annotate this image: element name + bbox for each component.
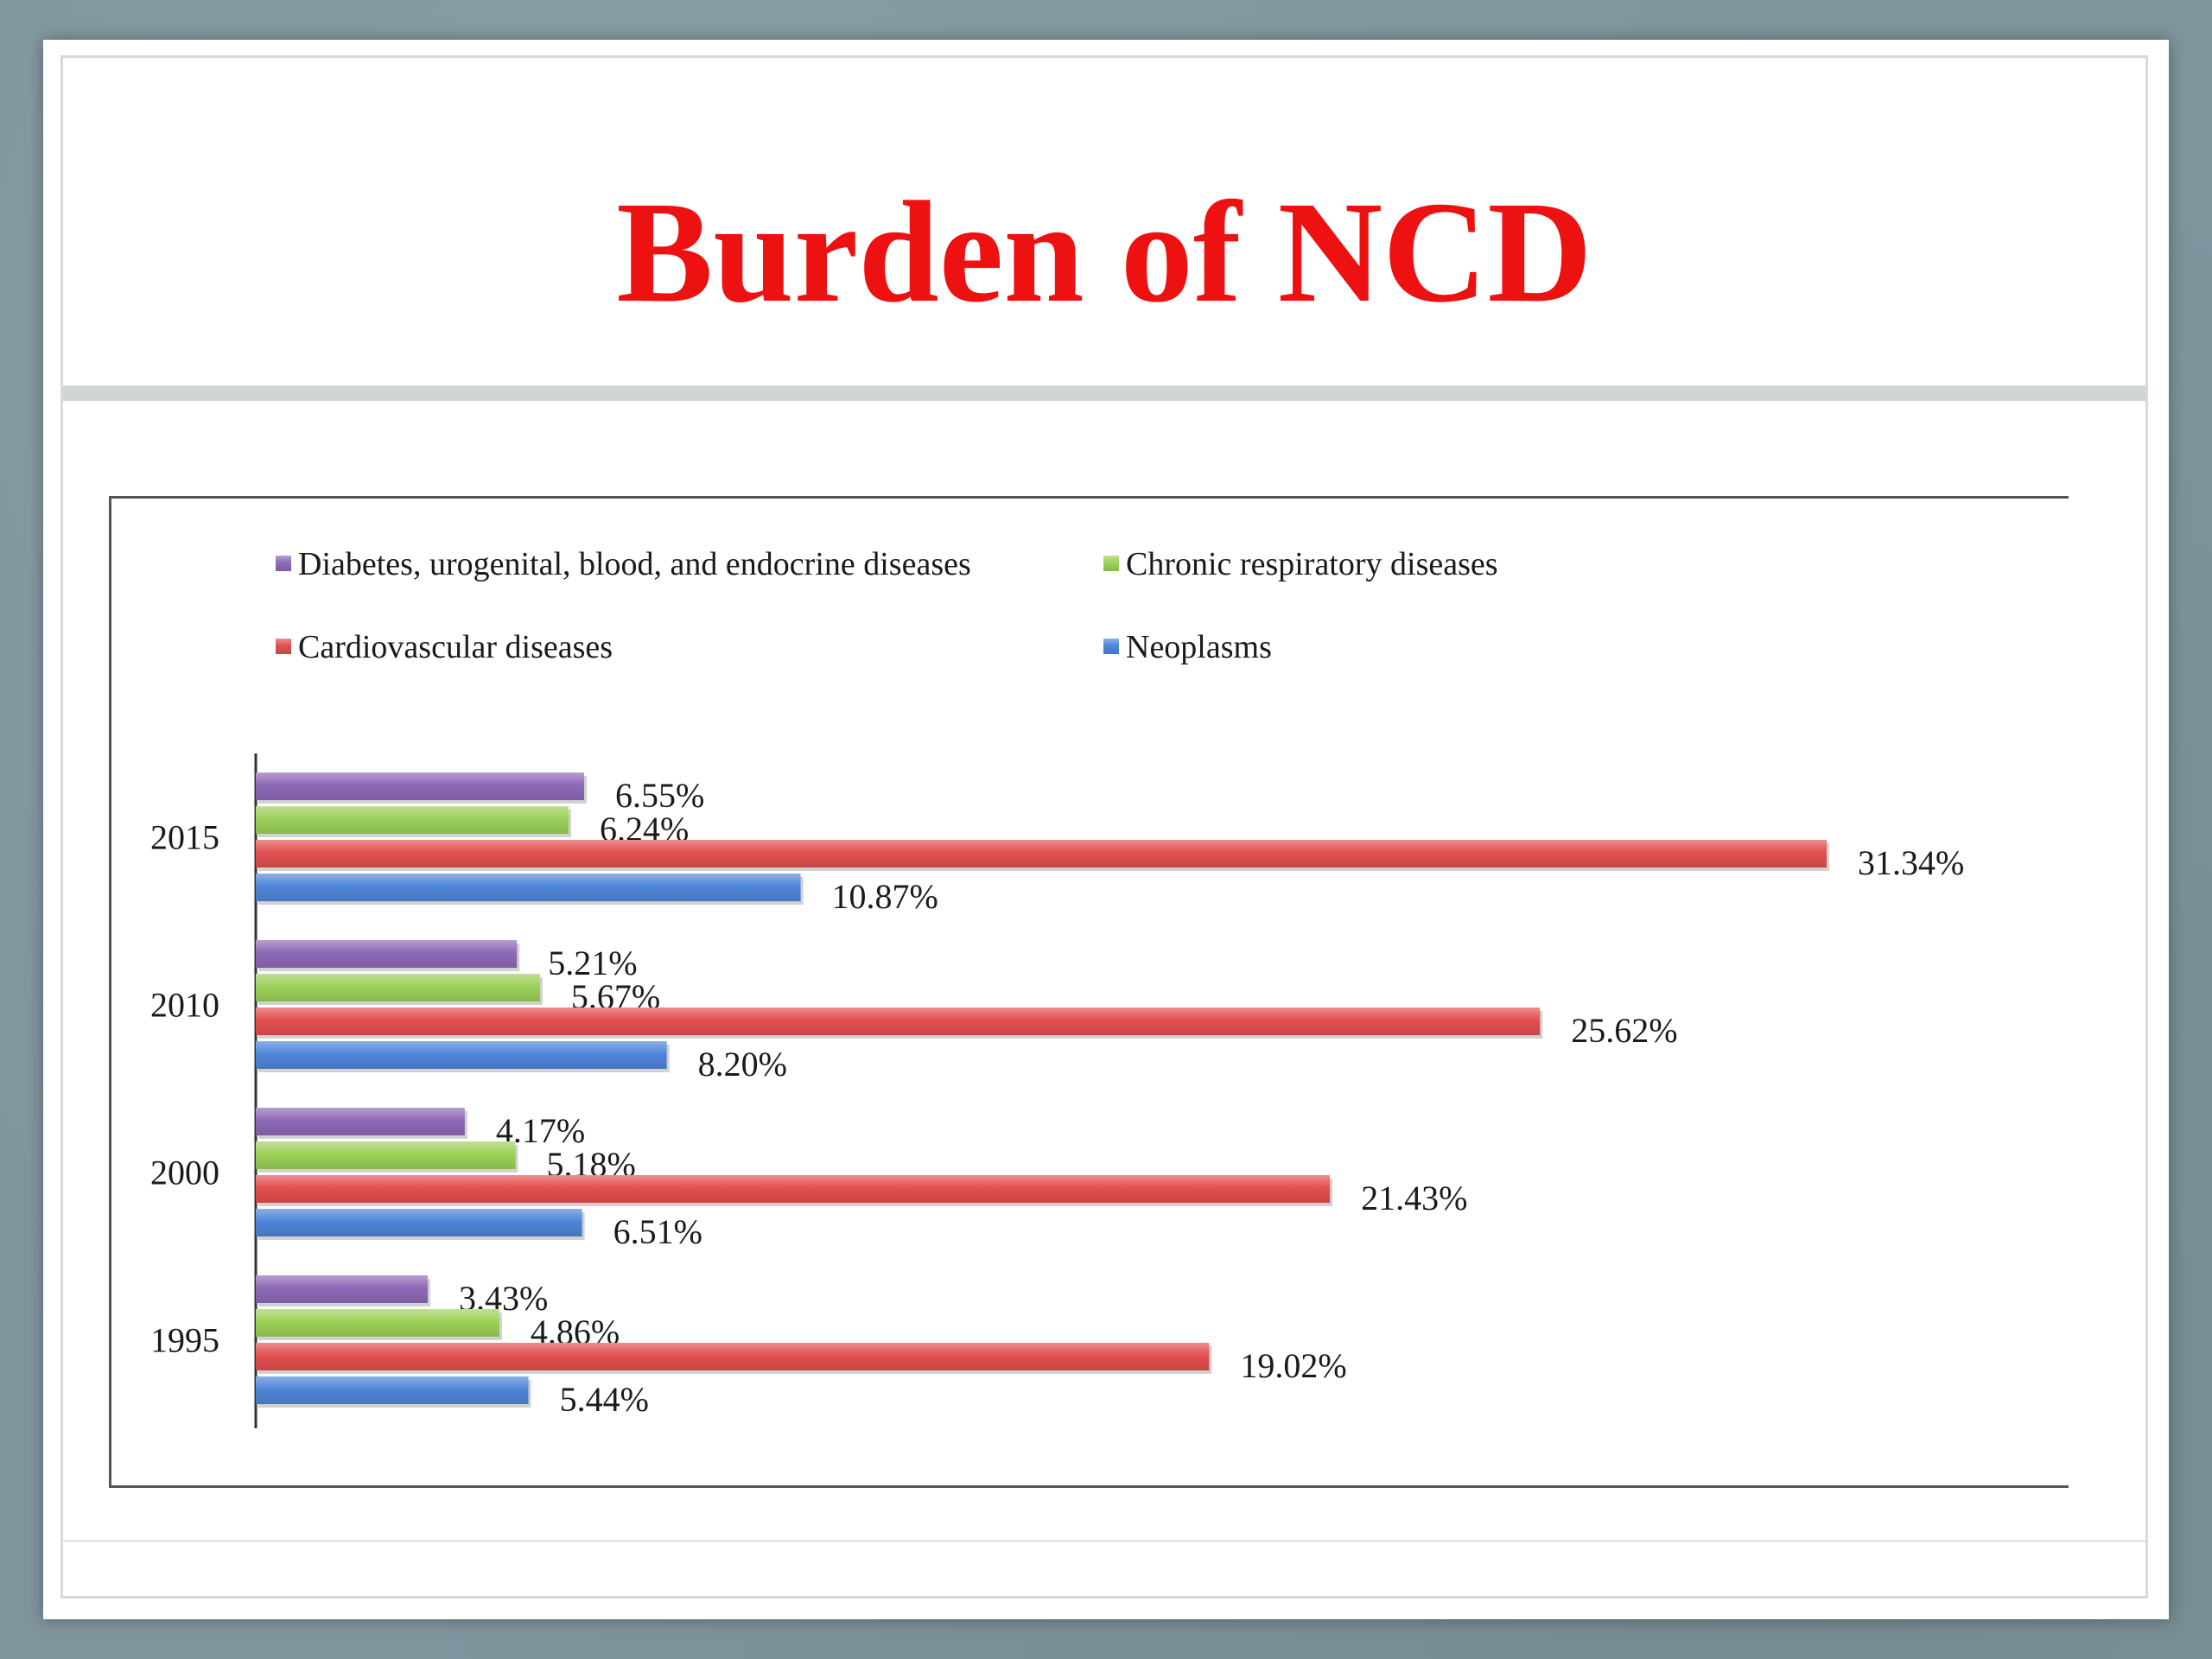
slide: Burden of NCD Diabetes, urogenital, bloo…	[43, 40, 2169, 1619]
bar-2015-0	[256, 772, 584, 800]
legend-swatch-diabetes-urogenital-blood-and-endocrine-diseases	[276, 556, 291, 571]
data-label-2015-2: 31.34%	[1858, 843, 1964, 882]
data-label-2010-3: 8.20%	[698, 1045, 787, 1084]
legend-label-diabetes-urogenital-blood-and-endocrine-diseases: Diabetes, urogenital, blood, and endocri…	[298, 546, 971, 582]
chart-frame: Diabetes, urogenital, blood, and endocri…	[109, 496, 2069, 1488]
bar-2010-3	[256, 1041, 667, 1069]
legend-label-cardiovascular-diseases: Cardiovascular diseases	[298, 629, 613, 665]
slide-frame	[60, 55, 2148, 1599]
legend-swatch-neoplasms	[1103, 639, 1119, 654]
y-tick-label-2010: 2010	[150, 986, 219, 1025]
bar-1995-3	[256, 1376, 529, 1404]
data-label-2010-2: 25.62%	[1571, 1011, 1677, 1050]
data-label-2000-3: 6.51%	[613, 1212, 702, 1251]
slide-title: Burden of NCD	[616, 172, 1592, 333]
data-label-2015-0: 6.55%	[615, 776, 704, 815]
y-tick-label-2000: 2000	[150, 1154, 219, 1192]
bar-2000-0	[256, 1108, 465, 1135]
bar-chart: Diabetes, urogenital, blood, and endocri…	[150, 546, 1964, 1428]
data-label-2000-2: 21.43%	[1361, 1179, 1467, 1217]
title-divider	[63, 385, 2145, 401]
y-tick-label-2015: 2015	[150, 818, 219, 857]
data-label-1995-2: 19.02%	[1240, 1346, 1346, 1385]
data-label-1995-3: 5.44%	[560, 1380, 649, 1419]
footer-divider	[63, 1540, 2145, 1542]
legend-swatch-chronic-respiratory-diseases	[1103, 556, 1119, 571]
bar-2010-0	[256, 940, 518, 968]
data-label-2010-0: 5.21%	[548, 944, 637, 982]
bar-2015-3	[256, 874, 801, 901]
bar-1995-0	[256, 1275, 428, 1303]
bar-2010-1	[256, 974, 540, 1001]
legend-swatch-cardiovascular-diseases	[276, 639, 291, 654]
legend-label-neoplasms: Neoplasms	[1126, 629, 1272, 665]
data-label-2015-3: 10.87%	[832, 877, 938, 916]
bar-2000-2	[256, 1175, 1331, 1203]
bar-1995-1	[256, 1309, 499, 1337]
bar-2000-3	[256, 1209, 582, 1236]
bar-2015-1	[256, 806, 569, 834]
bar-2015-2	[256, 840, 1827, 868]
y-tick-label-1995: 1995	[150, 1321, 219, 1360]
bar-2010-2	[256, 1007, 1541, 1035]
legend-label-chronic-respiratory-diseases: Chronic respiratory diseases	[1126, 546, 1498, 582]
bar-1995-2	[256, 1343, 1210, 1370]
bar-2000-1	[256, 1141, 516, 1169]
title-area: Burden of NCD	[63, 58, 2145, 421]
